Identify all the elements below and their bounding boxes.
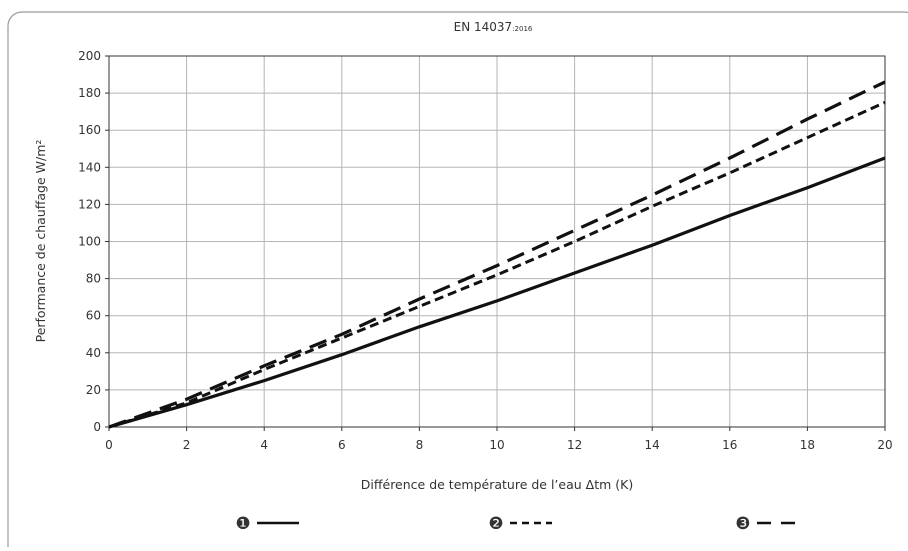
y-tick-label: 160	[78, 123, 101, 137]
x-tick-label: 8	[416, 438, 424, 452]
series-line-1	[108, 156, 886, 429]
x-tick-label: 12	[567, 438, 582, 452]
y-tick-label: 0	[93, 420, 101, 434]
x-tick-label: 16	[722, 438, 737, 452]
x-axis-label: Différence de température de l’eau Δtm (…	[361, 477, 633, 492]
x-tick-label: 0	[105, 438, 113, 452]
y-tick-label: 40	[86, 346, 101, 360]
chart-title-suffix: :2016	[512, 25, 533, 33]
x-tick-label: 6	[338, 438, 346, 452]
legend-marker-3: ❸	[735, 514, 750, 534]
x-tick-label: 10	[489, 438, 504, 452]
y-axis-label: Performance de chauffage W/m²	[33, 140, 48, 343]
tick-labels: 0 2 4 6 8 10 12 14 16 18 2002040608010012014016018…	[78, 49, 893, 452]
chart-frame	[7, 11, 908, 551]
plot-area-border	[108, 55, 886, 428]
x-tick-label: 14	[645, 438, 660, 452]
chart-title-main: EN 14037	[454, 20, 513, 34]
y-tick-label: 180	[78, 86, 101, 100]
series-line-3	[108, 80, 886, 429]
y-tick-label: 100	[78, 235, 101, 249]
x-tick-label: 2	[183, 438, 191, 452]
y-tick-label: 140	[78, 160, 101, 174]
series-lines	[108, 80, 886, 429]
y-tick-label: 120	[78, 197, 101, 211]
x-tick-label: 4	[260, 438, 268, 452]
legend-marker-2: ❷	[488, 514, 503, 534]
x-tick-label: 20	[877, 438, 892, 452]
y-tick-label: 80	[86, 272, 101, 286]
chart-title: EN 14037:2016	[454, 20, 533, 34]
y-tick-label: 200	[78, 49, 101, 63]
y-tick-label: 20	[86, 383, 101, 397]
legend-marker-1: ❶	[235, 514, 250, 534]
legend: ❶ ❷ ❸	[235, 514, 799, 534]
y-tick-label: 60	[86, 309, 101, 323]
x-tick-label: 18	[800, 438, 815, 452]
